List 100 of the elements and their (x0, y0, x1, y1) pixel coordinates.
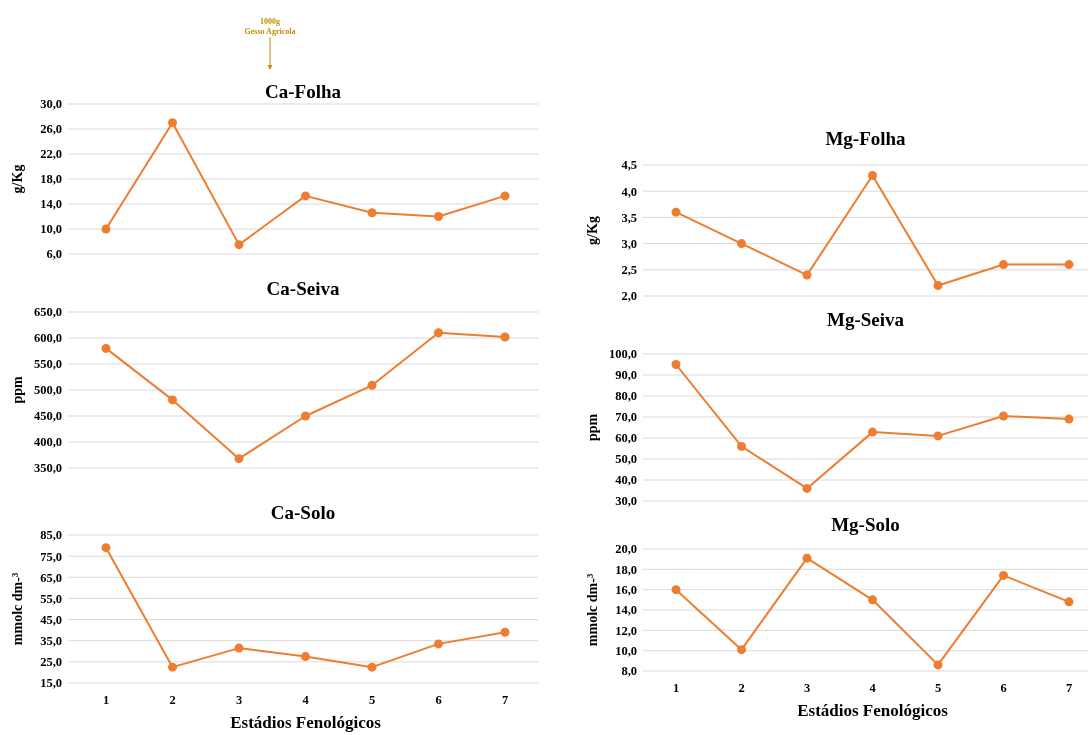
point (671, 207, 681, 217)
y-tick-label: 3,0 (621, 236, 637, 251)
point (1064, 597, 1074, 607)
point (234, 240, 244, 250)
point (802, 553, 812, 563)
point (367, 208, 377, 218)
y-tick-label: 8,0 (621, 664, 637, 679)
y-tick-label: 18,0 (615, 562, 637, 577)
point (500, 627, 510, 637)
y-axis-title: g/Kg (585, 216, 600, 245)
y-tick-label: 85,0 (40, 528, 62, 543)
point (101, 224, 111, 234)
y-tick-label: 400,0 (33, 435, 62, 450)
y-tick-label: 4,5 (621, 158, 637, 173)
point (101, 343, 111, 353)
x-tick-label: 2 (169, 693, 176, 707)
x-tick-label: 3 (803, 681, 811, 695)
y-tick-label: 450,0 (33, 409, 62, 424)
y-tick-label: 10,0 (615, 644, 637, 659)
x-tick-label: 6 (1000, 681, 1007, 695)
y-tick-label: 15,0 (40, 676, 62, 691)
y-tick-label: 14,0 (40, 197, 62, 212)
x-tick-label: 7 (1065, 681, 1073, 695)
point (434, 212, 443, 221)
point (933, 281, 943, 291)
y-tick-label: 14,0 (615, 603, 637, 618)
point (999, 260, 1008, 270)
point (301, 652, 310, 662)
x-tick-label: 5 (368, 693, 376, 707)
x-tick-label: 5 (934, 681, 942, 695)
x-tick-label: 7 (501, 693, 509, 707)
y-tick-label: 50,0 (615, 452, 637, 467)
y-tick-label: 10,0 (40, 222, 62, 237)
y-tick-label: 25,0 (40, 655, 62, 670)
x-tick-label: 4 (302, 693, 310, 707)
y-tick-label: 45,0 (40, 612, 62, 627)
y-tick-label: 2,0 (621, 289, 637, 304)
point (671, 585, 681, 595)
y-tick-label: 100,0 (608, 347, 637, 362)
point (737, 645, 746, 655)
y-axis-title: mmolc dm-³ (10, 572, 25, 646)
point (999, 411, 1008, 421)
y-tick-label: 35,0 (40, 634, 62, 649)
y-axis-title: g/Kg (10, 164, 25, 194)
y-tick-label: 80,0 (615, 389, 637, 404)
point (802, 483, 812, 493)
y-tick-label: 650,0 (33, 305, 62, 320)
y-tick-label: 6,0 (46, 247, 62, 262)
point (301, 191, 310, 201)
x-axis-title: Estádios Fenológicos (230, 713, 382, 732)
point (234, 643, 244, 653)
x-tick-label: 1 (672, 681, 680, 695)
point (101, 543, 111, 553)
point (301, 411, 310, 421)
point (868, 170, 877, 180)
y-tick-label: 22,0 (40, 147, 62, 162)
point (737, 239, 746, 249)
point (434, 328, 443, 338)
x-tick-label: 3 (235, 693, 243, 707)
chart-title: Mg-Seiva (826, 309, 905, 330)
chart-title: Ca-Solo (270, 502, 336, 523)
point (933, 660, 943, 670)
y-tick-label: 550,0 (33, 357, 62, 372)
y-tick-label: 30,0 (615, 494, 637, 509)
point (737, 441, 746, 451)
y-tick-label: 350,0 (33, 461, 62, 476)
y-tick-label: 18,0 (40, 172, 62, 187)
y-tick-label: 2,5 (621, 263, 637, 278)
point (868, 595, 877, 605)
point (168, 662, 177, 672)
y-tick-label: 16,0 (615, 583, 637, 598)
y-tick-label: 60,0 (615, 431, 637, 446)
y-tick-label: 55,0 (40, 591, 62, 606)
chart-title: Ca-Folha (265, 81, 342, 102)
point (999, 570, 1008, 580)
point (367, 662, 377, 672)
y-axis-title: mmolc dm-³ (585, 573, 600, 647)
y-tick-label: 40,0 (615, 473, 637, 488)
point (802, 270, 812, 280)
x-tick-label: 2 (738, 681, 745, 695)
y-tick-label: 26,0 (40, 122, 62, 137)
point (500, 332, 510, 342)
y-tick-label: 75,0 (40, 549, 62, 564)
y-tick-label: 30,0 (40, 97, 62, 112)
y-tick-label: 3,5 (621, 210, 637, 225)
point (234, 454, 244, 464)
y-tick-label: 12,0 (615, 623, 637, 638)
text: 1000g Gesso Agricola (244, 17, 296, 36)
point (367, 380, 377, 390)
y-tick-label: 20,0 (615, 542, 637, 557)
point (671, 360, 681, 369)
point (1064, 414, 1074, 424)
y-tick-label: 65,0 (40, 570, 62, 585)
point (168, 118, 177, 128)
point (933, 431, 943, 441)
y-tick-label: 600,0 (33, 331, 62, 346)
point (500, 191, 510, 201)
y-tick-label: 4,0 (621, 184, 637, 199)
chart-title: Ca-Seiva (266, 278, 340, 299)
point (1064, 260, 1074, 270)
